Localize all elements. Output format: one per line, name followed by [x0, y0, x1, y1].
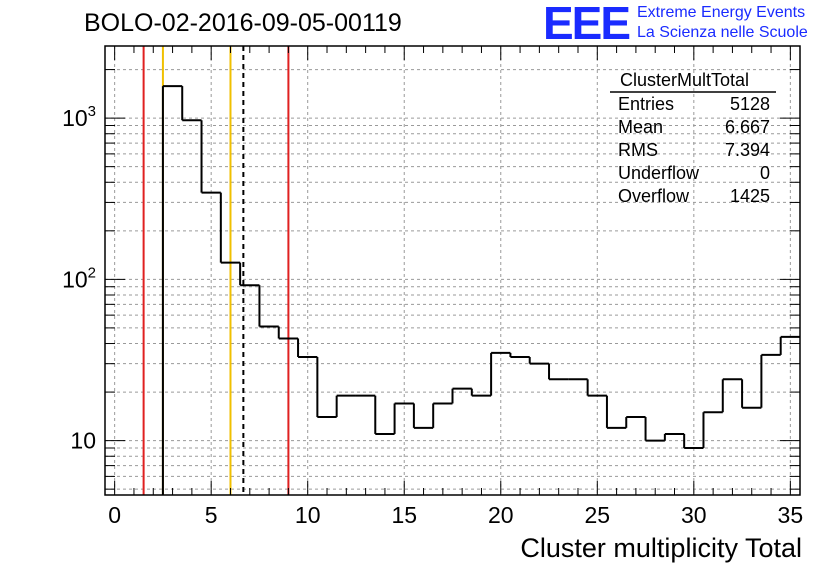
x-tick-label: 0: [108, 502, 121, 528]
y-tick-label-base: 10: [62, 105, 88, 131]
y-tick-label-exponent: 3: [88, 103, 96, 120]
stats-value: 5128: [729, 94, 770, 114]
stats-value: 7.394: [724, 140, 770, 160]
y-tick-label: 103: [62, 103, 96, 131]
stats-key: Mean: [618, 117, 664, 137]
stats-key: Overflow: [618, 186, 690, 206]
eee-logo: EEE: [543, 0, 631, 49]
x-tick-label: 35: [778, 502, 804, 528]
logo-line-2: La Scienza nelle Scuole: [637, 24, 808, 41]
y-tick-label-base: 10: [70, 428, 96, 454]
y-tick-label-base: 10: [62, 266, 88, 292]
y-tick-label: 10: [70, 428, 96, 454]
grid: [105, 46, 800, 495]
stats-value: 1425: [729, 186, 770, 206]
y-tick-label: 102: [62, 264, 96, 292]
stats-box-title: ClusterMultTotal: [620, 70, 750, 90]
stats-key: Underflow: [618, 163, 700, 183]
stats-value: 0: [759, 163, 770, 183]
stats-value: 6.667: [724, 117, 770, 137]
x-tick-label: 10: [295, 502, 321, 528]
reference-lines: [142, 46, 290, 495]
y-tick-label-exponent: 2: [88, 264, 96, 281]
stats-key: RMS: [618, 140, 658, 160]
x-tick-label: 30: [681, 502, 707, 528]
histogram-series: [161, 85, 800, 495]
x-tick-label: 15: [391, 502, 417, 528]
axes: [104, 45, 801, 496]
x-tick-label: 5: [205, 502, 218, 528]
chart-title: BOLO-02-2016-09-05-00119: [84, 9, 402, 37]
stats-key: Entries: [618, 94, 675, 114]
x-tick-label: 25: [584, 502, 610, 528]
logo-line-1: Extreme Energy Events: [637, 4, 806, 21]
plot-frame: [104, 45, 801, 496]
x-tick-label: 20: [488, 502, 514, 528]
x-axis-label: Cluster multiplicity Total: [520, 533, 802, 563]
